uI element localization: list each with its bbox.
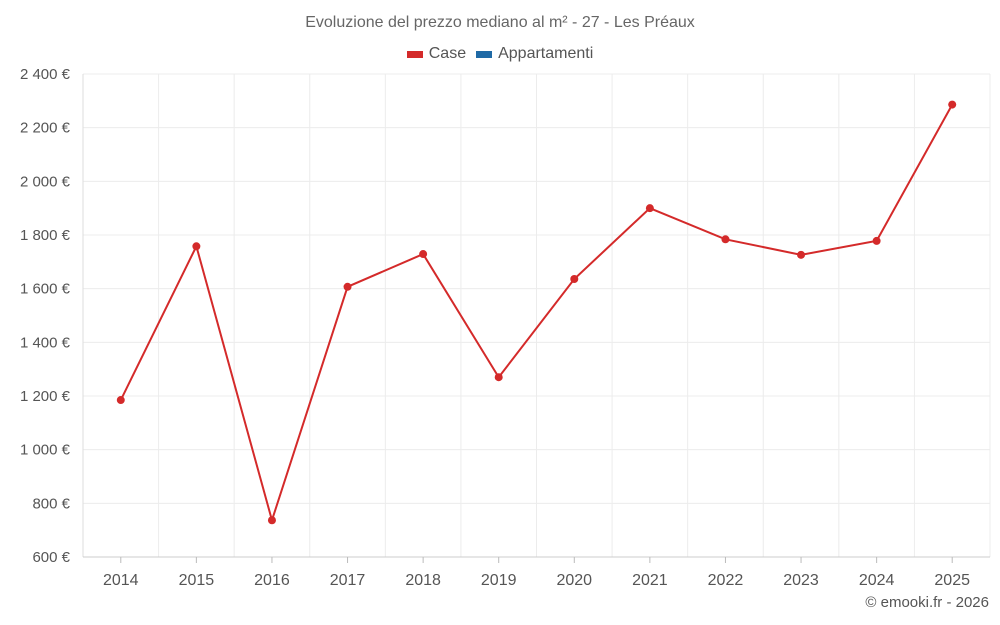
y-tick-label: 600 € [32,549,70,566]
legend-item-appartamenti[interactable]: Appartamenti [476,45,593,63]
data-point[interactable] [797,250,806,259]
y-tick-label: 800 € [32,495,70,512]
series-line-case [119,104,954,524]
x-tick-label: 2018 [405,572,441,589]
x-tick-label: 2022 [708,572,744,589]
y-tick-label: 2 200 € [20,120,71,137]
x-tick-label: 2017 [330,572,366,589]
data-point[interactable] [948,100,957,109]
data-point[interactable] [645,204,654,213]
y-tick-label: 2 000 € [20,173,71,190]
chart-title: Evoluzione del prezzo mediano al m² - 27… [305,14,695,31]
x-tick-label: 2023 [783,572,819,589]
credit-text: © emooki.fr - 2026 [865,594,989,611]
x-tick-label: 2015 [179,572,215,589]
x-tick-label: 2021 [632,572,668,589]
x-tick-label: 2024 [859,572,895,589]
legend-swatch-appartamenti [476,50,493,58]
data-point[interactable] [116,396,125,405]
data-point[interactable] [570,275,579,284]
y-tick-label: 2 400 € [20,66,71,83]
data-point[interactable] [872,236,881,245]
x-tick-label: 2019 [481,572,517,589]
x-tick-label: 2016 [254,572,290,589]
y-tick-label: 1 200 € [20,388,71,405]
x-tick-label: 2025 [934,572,970,589]
data-point[interactable] [494,373,503,382]
y-tick-label: 1 800 € [20,227,71,244]
y-tick-label: 1 400 € [20,334,71,351]
x-tick-label: 2014 [103,572,139,589]
x-tick-label: 2020 [556,572,592,589]
data-point[interactable] [721,235,730,244]
data-point[interactable] [419,250,428,259]
legend-swatch-case [406,50,423,58]
y-tick-label: 1 000 € [20,442,71,459]
data-point[interactable] [192,242,201,251]
legend: Case Appartamenti [0,45,1000,63]
data-point[interactable] [343,282,352,291]
data-point[interactable] [267,516,276,525]
legend-item-case[interactable]: Case [406,45,467,63]
legend-label-appartamenti: Appartamenti [498,45,594,62]
legend-label-case: Case [428,45,467,62]
y-tick-label: 1 600 € [20,281,71,298]
